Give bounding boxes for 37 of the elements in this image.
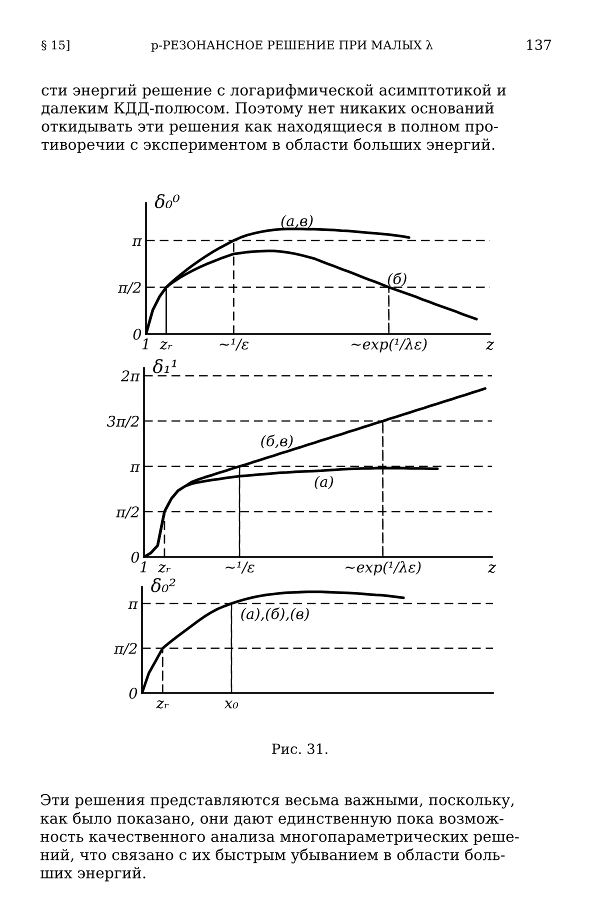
y-tick-label: π/2 (118, 282, 141, 294)
y-tick-label: π (130, 464, 140, 472)
y-tick-label: 0 (133, 328, 142, 340)
series-label: (б) (388, 272, 406, 286)
series-label: (а) (314, 476, 334, 490)
y-axis-title: δ₀⁰ (154, 194, 180, 208)
x-tick-label: 1 (140, 561, 146, 572)
series-label: (а,в) (281, 214, 313, 228)
y-tick-label: π/2 (114, 642, 137, 656)
x-tick-label: ~exp(¹/λε) (346, 561, 421, 576)
text: сти энергий решение с логарифмической асимптотикой и далеким КДД-полюсом. Поэтому нет никаких оснований откидывать эти решения как находящиеся в полном про- тиворечии с экспериментом в области больших энергий. (42, 84, 506, 153)
x-tick-label: 1 (142, 338, 148, 350)
series-label: (а),(б),(в) (241, 608, 309, 622)
y-tick-label: 0 (131, 552, 140, 563)
y-tick-label: π/2 (116, 506, 139, 519)
chart-title: p-РЕЗОНАНСНОЕ РЕШЕНИЕ ПРИ МАЛЫХ λ (151, 40, 433, 52)
text: Рис. 31. (272, 744, 328, 754)
text: 137 (527, 40, 551, 50)
x-axis-title: z (488, 564, 496, 573)
y-tick-label: 3π/2 (106, 416, 139, 428)
x-axis-title: z (486, 341, 494, 350)
text: Эти решения представляются весьма важными, поскольку, как было показано, они дают единственную пока возмож- ность качественного анализа многопараметрических реше- ний, что связано с их быстрым убыванием в области боль- ших энергий. (40, 794, 519, 882)
y-tick-label: 2π (120, 370, 140, 382)
x-tick-label: ~¹/ε (220, 338, 249, 351)
x-tick-label: ~exp(¹/λε) (352, 338, 427, 352)
y-tick-label: π (132, 238, 142, 246)
y-tick-label: π (128, 601, 138, 610)
y-axis-title: δ₁¹ (153, 359, 176, 374)
x-tick-label: zᵣ (158, 564, 170, 573)
series-label: (б,в) (261, 434, 293, 448)
x-tick-label: x₀ (224, 700, 238, 708)
y-tick-label: 0 (129, 688, 138, 699)
x-tick-label: ~¹/ε (226, 562, 254, 574)
y-axis-title: δ₀² (151, 578, 176, 592)
x-tick-label: zᵣ (160, 341, 172, 350)
x-tick-label: zᵣ (156, 700, 169, 709)
text: § 15] (42, 40, 70, 51)
